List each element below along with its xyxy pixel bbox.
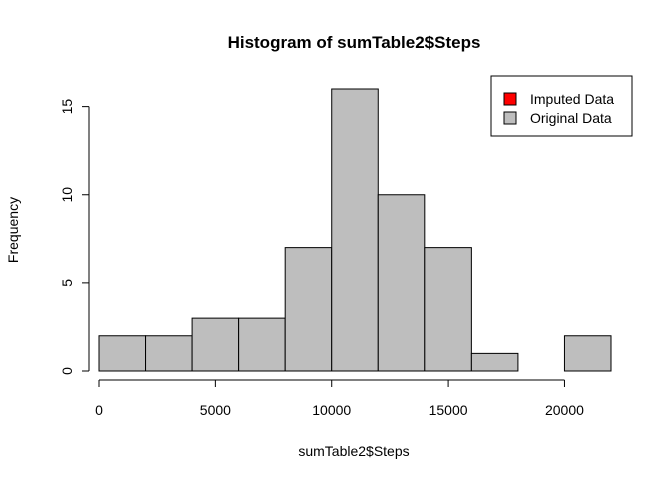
x-tick-label: 20000	[545, 402, 584, 418]
histogram-bar	[284, 247, 333, 372]
y-tick-label: 15	[59, 99, 75, 115]
histogram-bar	[331, 88, 379, 372]
histogram-bar	[238, 317, 286, 372]
histogram-bar	[377, 194, 426, 372]
histogram-bar	[470, 352, 519, 372]
x-tick-label: 0	[95, 402, 103, 418]
legend-swatch	[503, 92, 517, 106]
x-tick-label: 15000	[429, 402, 468, 418]
legend: Imputed Data Original Data	[490, 75, 633, 137]
legend-label: Original Data	[530, 110, 612, 126]
legend-label: Imputed Data	[530, 91, 614, 107]
y-tick-label: 0	[59, 367, 75, 375]
x-tick-label: 10000	[312, 402, 351, 418]
histogram-bar	[424, 247, 472, 372]
legend-box	[490, 75, 633, 137]
histogram-bar	[191, 317, 240, 372]
chart-title: Histogram of sumTable2$Steps	[228, 33, 481, 52]
histogram-bar	[145, 335, 193, 372]
y-axis: 0 5 10 15	[59, 99, 90, 375]
y-tick-label: 10	[59, 187, 75, 203]
y-axis-label: Frequency	[5, 197, 21, 263]
x-tick-label: 5000	[200, 402, 231, 418]
y-tick-label: 5	[59, 279, 75, 287]
histogram-bar	[563, 335, 612, 372]
x-axis: 0 5000 10000 15000 20000	[95, 379, 584, 418]
histogram-bars	[98, 88, 612, 372]
legend-swatch	[503, 111, 517, 125]
x-axis-label: sumTable2$Steps	[298, 443, 409, 459]
histogram-bar	[98, 335, 147, 372]
